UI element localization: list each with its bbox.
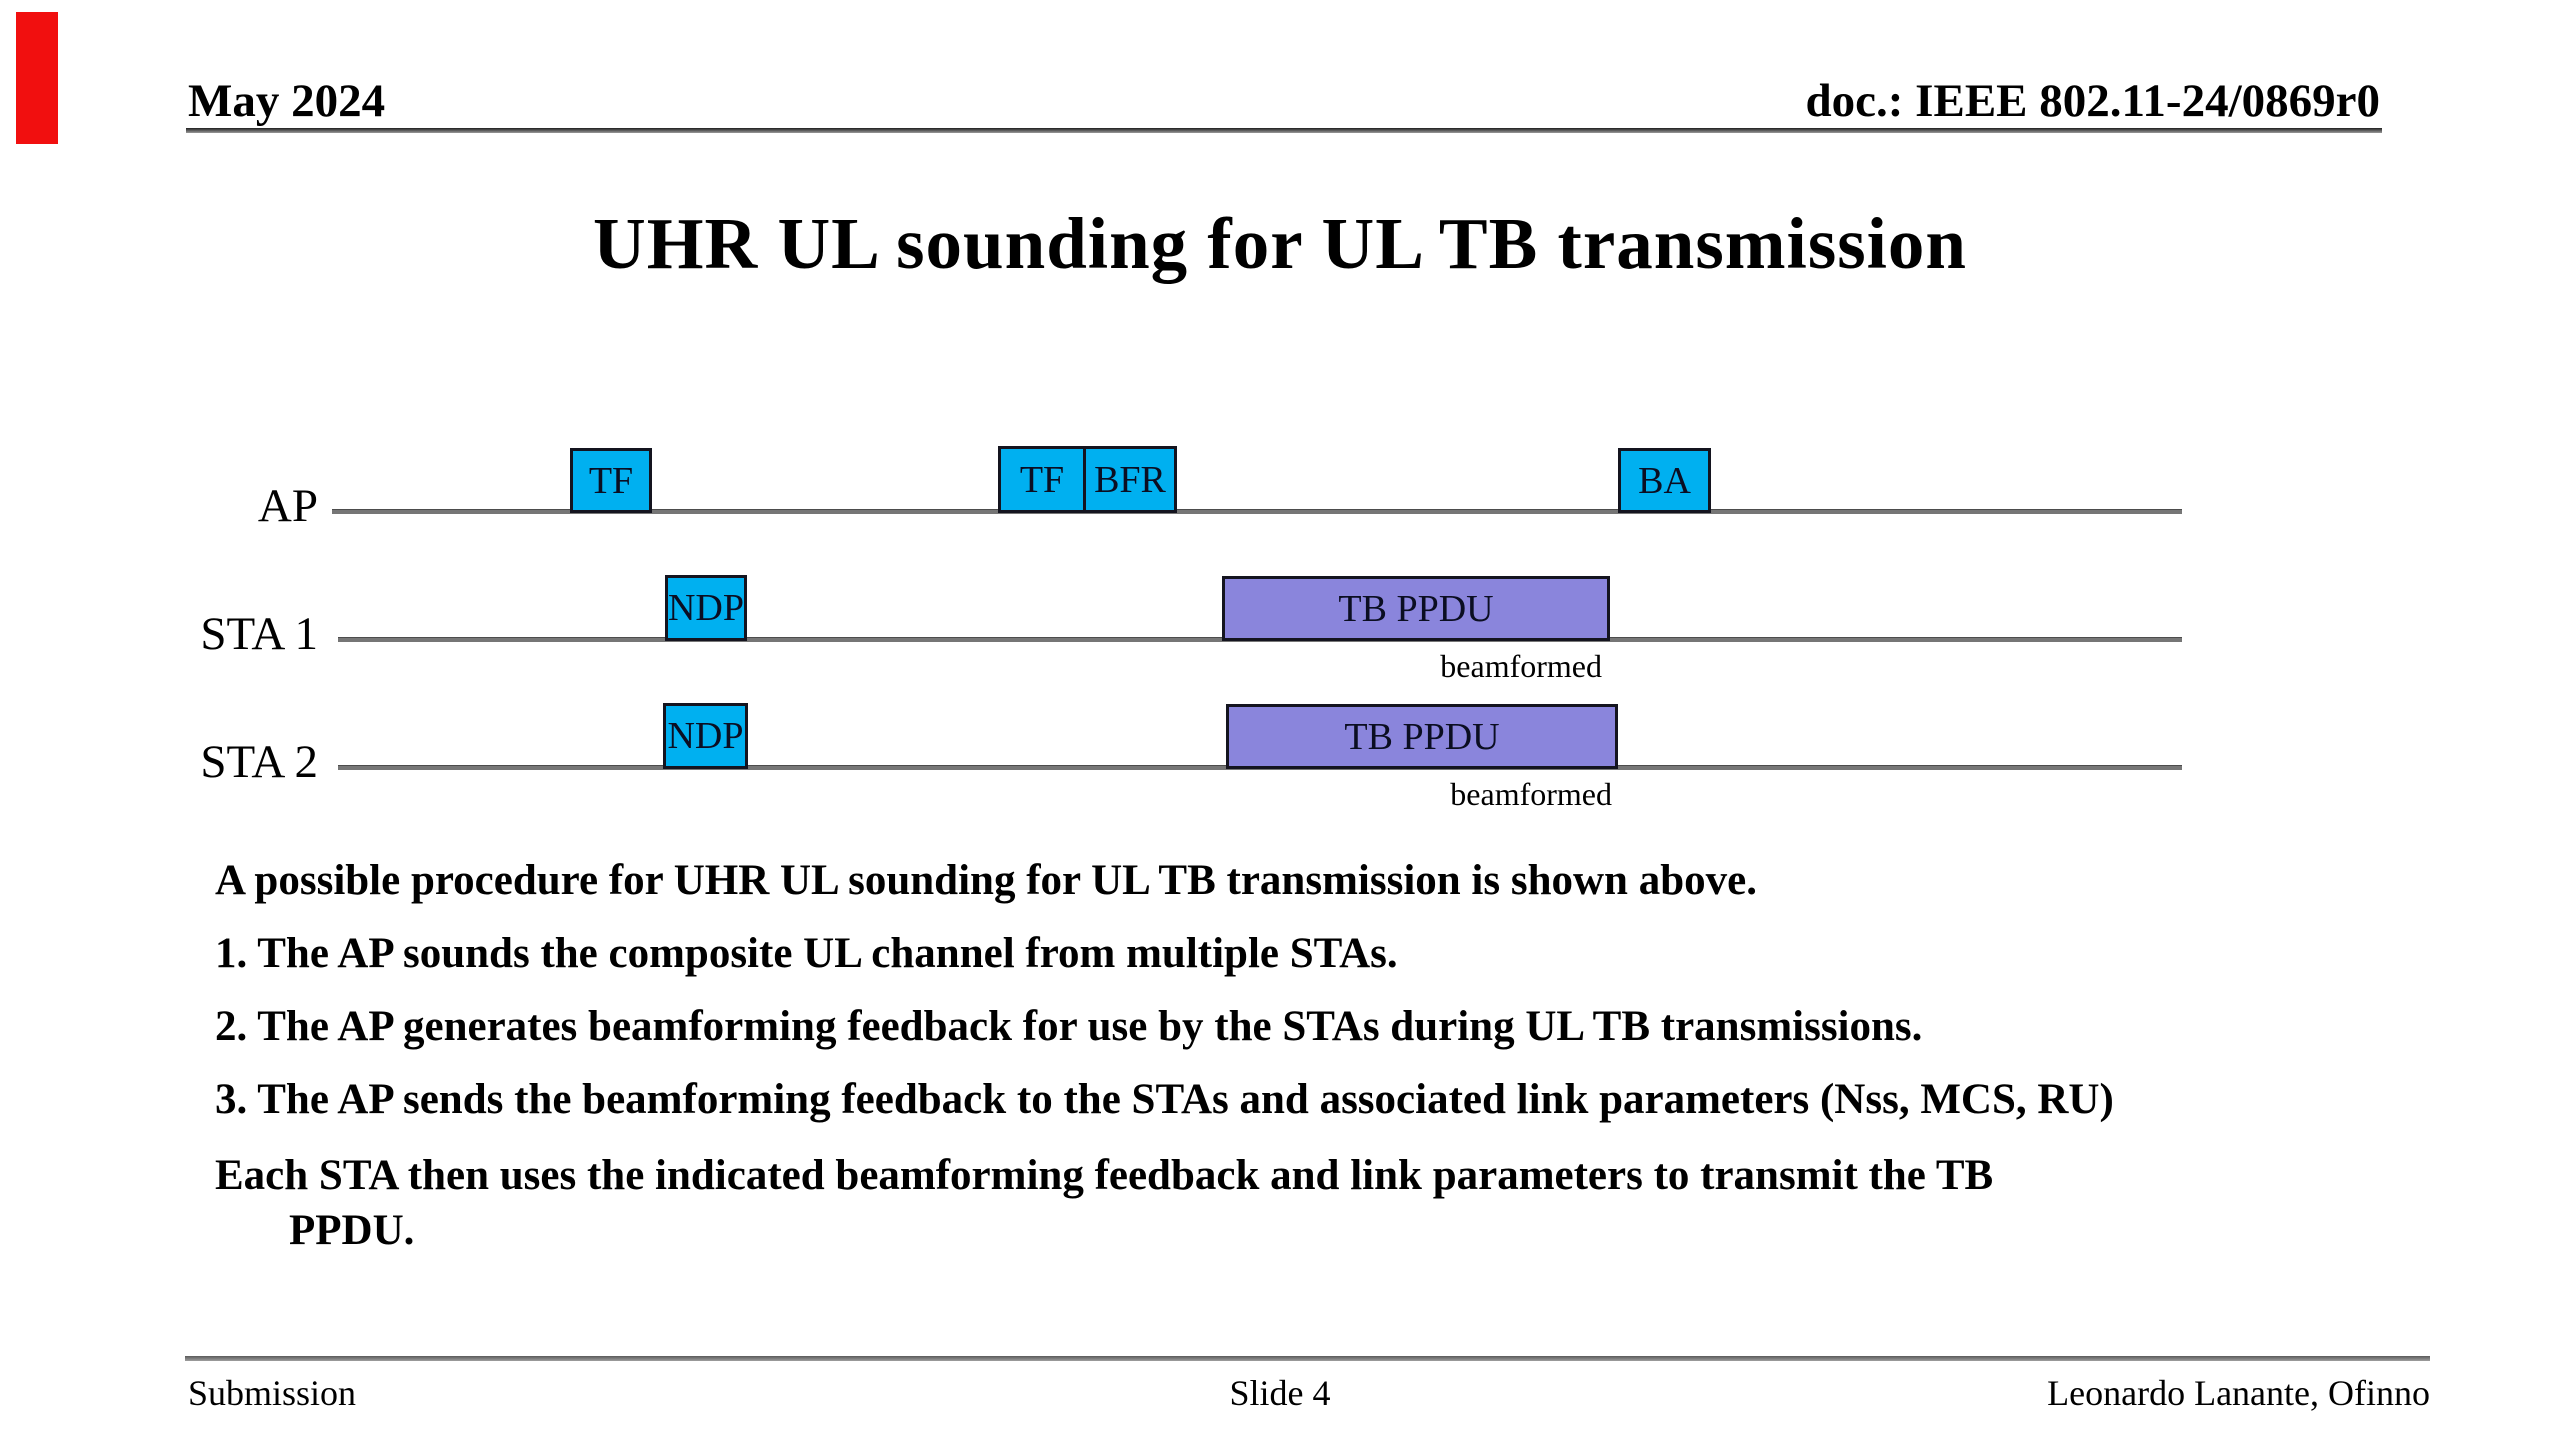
body-line-item1: 1. The AP sounds the composite UL channe…	[215, 930, 1398, 977]
frame-tb-ppdu-1: TB PPDU	[1222, 576, 1610, 641]
red-marker	[16, 12, 58, 144]
frame-ndp-2: NDP	[663, 703, 748, 769]
footer-rule	[185, 1356, 2430, 1361]
row-label-sta1: STA 1	[200, 608, 318, 660]
body-line-item3: 3. The AP sends the beamforming feedback…	[215, 1076, 2114, 1123]
frame-tf-2: TF	[998, 446, 1086, 513]
row-label-sta2: STA 2	[200, 736, 318, 788]
timeline-ap	[332, 509, 2182, 514]
header-doc-id: doc.: IEEE 802.11-24/0869r0	[1805, 75, 2380, 127]
body-line-intro: A possible procedure for UHR UL sounding…	[215, 857, 1757, 904]
footer-author: Leonardo Lanante, Ofinno	[2047, 1373, 2430, 1413]
body-line-closing-wrap: PPDU.	[289, 1207, 415, 1254]
slide-title: UHR UL sounding for UL TB transmission	[592, 203, 1968, 284]
frame-tf-1: TF	[570, 448, 652, 513]
body-line-closing: Each STA then uses the indicated beamfor…	[215, 1152, 1994, 1199]
frame-ndp-1: NDP	[665, 575, 747, 641]
row-label-ap: AP	[257, 480, 318, 532]
header-date: May 2024	[188, 75, 386, 127]
header-rule	[186, 128, 2382, 133]
frame-bfr: BFR	[1083, 446, 1177, 513]
frame-tb-ppdu-2: TB PPDU	[1226, 704, 1618, 769]
footer-slide-number: Slide 4	[1229, 1373, 1331, 1413]
beamformed-label-1: beamformed	[1440, 648, 1602, 684]
frame-ba: BA	[1618, 448, 1711, 513]
beamformed-label-2: beamformed	[1450, 776, 1612, 812]
footer-submission: Submission	[188, 1373, 357, 1413]
body-line-item2: 2. The AP generates beamforming feedback…	[215, 1003, 1923, 1050]
